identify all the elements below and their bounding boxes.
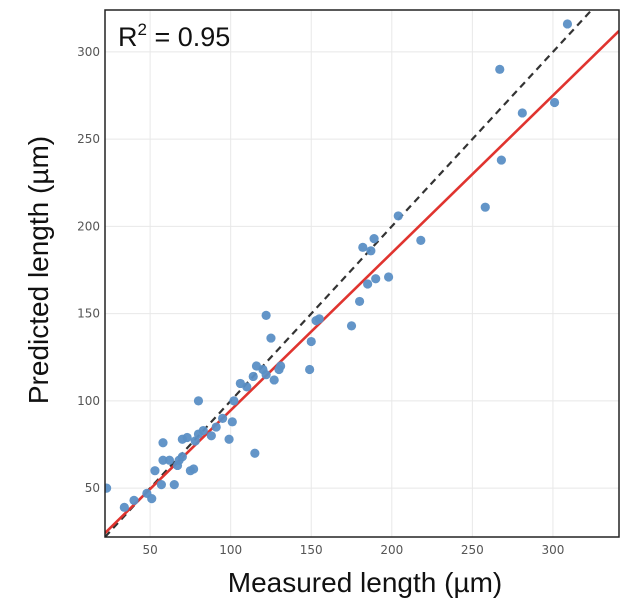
data-point	[119, 502, 129, 512]
data-point	[227, 417, 237, 427]
data-point	[562, 19, 573, 29]
data-point	[369, 233, 379, 244]
data-point	[189, 464, 199, 474]
data-point	[371, 274, 381, 284]
r-squared-prefix: R	[118, 22, 138, 52]
data-point	[314, 314, 324, 324]
data-point	[218, 413, 228, 423]
r-squared-annotation: R2 = 0.95	[118, 20, 230, 52]
y-tick-label: 250	[77, 132, 100, 146]
data-point	[305, 364, 315, 375]
plot-area	[105, 10, 619, 537]
data-point	[549, 97, 560, 108]
data-point	[363, 279, 373, 289]
y-tick-label: 200	[77, 219, 100, 233]
data-point	[496, 155, 506, 165]
data-point	[211, 422, 221, 432]
y-tick-label: 300	[77, 45, 100, 59]
data-point	[366, 246, 376, 256]
data-point	[158, 438, 168, 448]
identity-line	[105, 10, 594, 537]
data-point	[383, 272, 394, 282]
data-point	[158, 455, 168, 465]
data-point	[250, 448, 260, 458]
plot-frame	[104, 9, 620, 538]
grid-lines	[105, 10, 619, 537]
r-squared-suffix: = 0.95	[147, 22, 230, 52]
data-point	[269, 375, 279, 385]
x-tick-label: 100	[219, 543, 242, 557]
x-tick-label: 200	[380, 543, 403, 557]
data-point	[517, 108, 527, 118]
y-tick-labels: 50 100 150 200 250 300	[77, 45, 100, 495]
data-point	[169, 480, 179, 490]
x-tick-label: 300	[541, 543, 564, 557]
r-squared-superscript: 2	[138, 20, 147, 39]
data-point	[177, 452, 187, 462]
data-point	[306, 336, 316, 347]
data-point	[193, 396, 204, 406]
y-tick-label: 100	[77, 394, 100, 408]
y-tick-label: 150	[77, 307, 100, 321]
y-axis-title: Predicted length (µm)	[23, 136, 54, 404]
fit-line	[105, 30, 619, 535]
y-tick-label: 50	[85, 481, 100, 495]
data-point	[261, 370, 271, 380]
data-point	[150, 466, 160, 476]
data-point	[229, 396, 239, 406]
data-point	[206, 431, 216, 441]
data-point	[393, 211, 403, 221]
data-point	[346, 321, 357, 331]
data-point	[190, 436, 200, 446]
data-point	[266, 333, 276, 343]
data-point	[416, 235, 426, 245]
data-point	[242, 382, 252, 392]
data-point	[248, 371, 258, 382]
data-point	[354, 296, 365, 307]
data-point	[495, 64, 505, 74]
x-tick-label: 150	[300, 543, 323, 557]
data-point	[198, 425, 208, 436]
data-point	[480, 202, 490, 212]
data-point	[147, 494, 157, 504]
x-tick-labels: 50 100 150 200 250 300	[142, 543, 564, 557]
data-point	[358, 242, 368, 252]
data-point	[224, 434, 234, 444]
data-point	[276, 361, 286, 371]
plot-content	[105, 10, 619, 537]
x-tick-label: 250	[461, 543, 484, 557]
x-axis-title: Measured length (µm)	[228, 567, 502, 598]
data-point	[129, 495, 139, 505]
x-tick-label: 50	[142, 543, 157, 557]
data-point	[261, 310, 271, 320]
data-point	[182, 432, 192, 443]
data-point	[156, 480, 166, 490]
data-point	[105, 483, 112, 493]
data-point	[164, 455, 175, 465]
